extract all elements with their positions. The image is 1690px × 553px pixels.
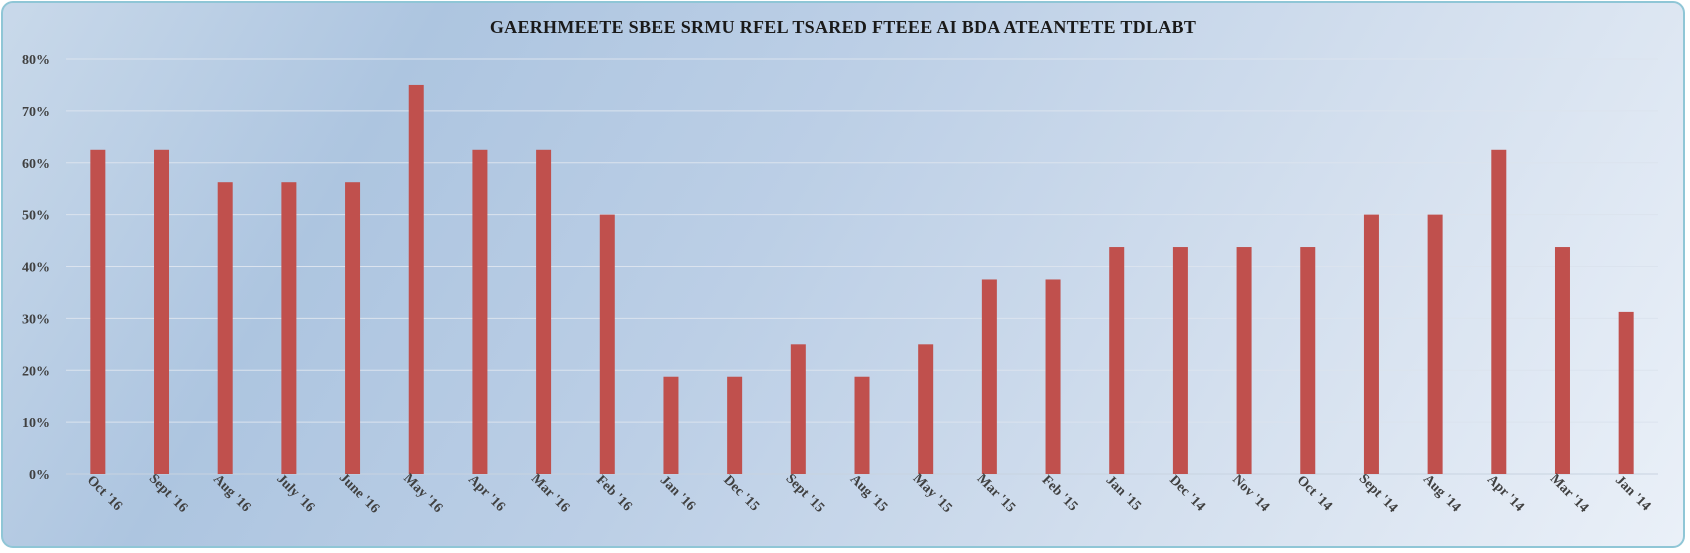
x-tick-label: Mar '14 bbox=[1547, 471, 1591, 515]
x-tick-label: Mar '15 bbox=[974, 471, 1018, 515]
chart-plot: 0% 10% 20% 30% 40% 50% 60% 70% 80% Oct '16 Sept '1… bbox=[22, 53, 1658, 517]
bar bbox=[1109, 247, 1125, 474]
x-tick-label: July '16 bbox=[273, 472, 317, 516]
x-tick-label: Oct '14 bbox=[1294, 473, 1335, 514]
x-tick-label: Sept '16 bbox=[146, 471, 190, 515]
bar bbox=[472, 149, 488, 474]
x-tick-label: Oct '16 bbox=[84, 473, 125, 514]
y-tick-label: 10% bbox=[22, 416, 50, 431]
x-tick-label: Sept '14 bbox=[1356, 471, 1400, 515]
chart-title: GAERHMEETE SBEE SRMU RFEL TSARED FTEEE A… bbox=[489, 17, 1197, 37]
x-tick-label: Dec '15 bbox=[720, 473, 762, 515]
bar bbox=[345, 182, 361, 474]
bar bbox=[1363, 214, 1379, 474]
bar bbox=[154, 149, 170, 474]
bar bbox=[981, 279, 997, 474]
x-tick-label: Jan '14 bbox=[1612, 473, 1653, 514]
x-tick-label: June '16 bbox=[336, 470, 382, 516]
bar bbox=[1236, 247, 1252, 474]
x-tick-label: Mar '16 bbox=[528, 471, 572, 515]
bar bbox=[1427, 214, 1443, 474]
bar bbox=[1554, 247, 1570, 474]
x-tick-label: May '16 bbox=[400, 471, 445, 516]
x-tick-label: Apr '16 bbox=[465, 472, 508, 515]
x-tick-label: Feb '16 bbox=[593, 473, 635, 515]
y-tick-label: 40% bbox=[22, 261, 50, 276]
bar bbox=[854, 376, 870, 474]
x-tick-label: May '15 bbox=[910, 471, 955, 516]
y-tick-label: 0% bbox=[29, 468, 50, 483]
y-tick-label: 30% bbox=[22, 312, 50, 327]
bar bbox=[790, 344, 806, 474]
bar bbox=[1491, 149, 1507, 474]
y-tick-label: 70% bbox=[22, 105, 50, 120]
bar bbox=[918, 344, 934, 474]
y-tick-label: 60% bbox=[22, 157, 50, 172]
x-tick-label: Jan '16 bbox=[657, 473, 698, 514]
bar bbox=[1618, 311, 1634, 474]
bar bbox=[599, 214, 615, 474]
x-tick-label: Aug '14 bbox=[1420, 472, 1463, 515]
bar bbox=[408, 84, 424, 474]
bar bbox=[217, 182, 233, 474]
x-tick-label: Aug '15 bbox=[847, 472, 890, 515]
y-tick-label: 50% bbox=[22, 209, 50, 224]
bar bbox=[1045, 279, 1061, 474]
x-tick-label: Apr '14 bbox=[1484, 472, 1527, 515]
y-tick-label: 80% bbox=[22, 53, 50, 68]
y-tick-label: 20% bbox=[22, 364, 50, 379]
x-tick-label: Jan '15 bbox=[1103, 473, 1144, 514]
bar bbox=[536, 149, 552, 474]
bar bbox=[90, 149, 106, 474]
x-tick-label: Feb '15 bbox=[1039, 473, 1081, 515]
x-tick-label: Sept '15 bbox=[783, 471, 827, 515]
x-tick-label: Aug '16 bbox=[210, 472, 253, 515]
bar bbox=[727, 376, 743, 474]
bar bbox=[281, 182, 297, 474]
bar bbox=[1300, 247, 1316, 474]
bar bbox=[663, 376, 679, 474]
x-tick-label: Nov '14 bbox=[1229, 472, 1272, 515]
bar bbox=[1172, 247, 1188, 474]
x-tick-label: Dec '14 bbox=[1166, 473, 1208, 515]
